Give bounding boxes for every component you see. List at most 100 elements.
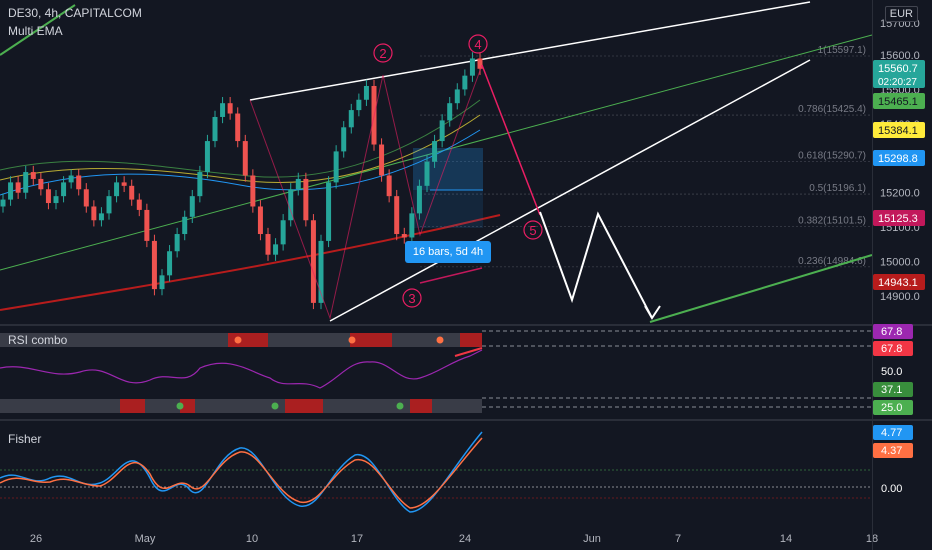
candle-body [348,110,354,128]
candle-body [45,189,51,204]
fisher-tag [873,443,913,458]
candle-body [454,89,460,104]
candle-body [477,58,483,69]
candle-body [159,275,165,290]
time-tick-label: 17 [351,533,363,545]
candle-body [242,141,248,176]
rsi-zone [350,333,392,347]
rsi-tag-label: 25.0 [881,402,902,414]
candle-body [220,103,226,117]
candle-body [386,175,392,197]
time-tick-label: Jun [583,533,601,545]
indicator-label[interactable]: Multi EMA [8,24,63,38]
rsi-signal-dot [271,402,279,410]
price-tick-label: 15600.0 [880,50,920,62]
chart-title: DE30, 4h, CAPITALCOM [8,6,142,20]
price-tag-label: 14943.1 [878,277,918,289]
candle-body [144,209,150,241]
rsi-signal-dot [436,336,444,344]
candle-body [76,175,82,190]
price-tick-label: 15200.0 [880,188,920,200]
candle-body [106,196,112,214]
price-tick-label: 15000.0 [880,257,920,269]
ema-line [419,267,483,284]
candle-body [303,178,309,221]
candle-body [379,144,385,176]
candle-body [280,220,286,245]
rsi-tag-label: 67.8 [881,343,902,355]
fisher-tag-label: 0.00 [881,483,902,495]
candle-body [288,189,294,221]
candle-body [204,141,210,173]
candle-body [356,99,362,111]
elliott-wave-circle [373,43,393,63]
candle-body [310,220,316,303]
time-tick-label: 26 [30,533,42,545]
candle-body [174,234,180,252]
candle-body [91,206,97,221]
rsi-tag [873,382,913,397]
candle-body [424,161,430,186]
candle-body [333,151,339,183]
rsi-signal-dot [396,402,404,410]
time-tick-label: May [135,533,156,545]
time-tick-label: 7 [675,533,681,545]
fisher-tag-label: 4.77 [881,427,902,439]
elliott-wave-line [481,64,541,216]
candle-body [136,199,142,210]
candle-body [439,120,445,142]
rsi-tag-label: 50.0 [881,366,902,378]
elliott-wave-line [249,64,483,320]
rsi-tag [873,324,913,339]
fisher-line [0,437,483,509]
measure-label[interactable]: 16 bars, 5d 4h [405,241,491,263]
channel-line [649,254,873,323]
measure-box [413,148,483,190]
fib-level-label: 0.5(15196.1) [809,183,866,194]
candle-body [265,234,271,255]
rsi-tag-label: 37.1 [881,384,902,396]
candle-body [432,141,438,162]
candle-body [273,244,279,255]
candle-body [189,196,195,217]
price-tag [873,150,925,166]
candle-body [235,113,241,142]
measure-box [413,190,483,228]
candle-body [227,103,233,114]
rsi-line [454,347,483,357]
rsi-tag-label: 67.8 [881,326,902,338]
rsi-pane-title[interactable]: RSI combo [8,333,68,347]
price-tag-label: 15465.1 [878,96,918,108]
rsi-zone [410,399,432,413]
price-tag [873,274,925,290]
candle-body [114,182,120,197]
elliott-wave-circle [523,220,543,240]
time-tick-label: 14 [780,533,792,545]
rsi-signal-dot [348,336,356,344]
fib-level-label: 1(15597.1) [818,45,866,56]
channel-line [329,59,811,322]
candle-body [53,196,59,204]
candle-body [38,178,44,190]
rsi-zone [285,399,323,413]
rsi-zone [228,333,268,347]
fisher-pane-title[interactable]: Fisher [8,432,42,446]
candle-body [341,127,347,152]
candle-body [409,213,415,238]
candle-body [8,182,14,200]
elliott-wave-label: 2 [379,46,386,61]
rsi-line [0,349,483,389]
candle-body [0,199,6,207]
time-tick-label: 24 [459,533,471,545]
candle-body [469,58,475,76]
candle-body [416,185,422,214]
candle-body [61,182,67,197]
candle-body [447,103,453,121]
rsi-zone [120,399,145,413]
elliott-wave-circle [468,34,488,54]
currency-badge[interactable]: EUR [884,6,918,22]
fib-level-label: 0.382(15101.5) [798,216,866,227]
fib-level-label: 0.786(15425.4) [798,104,866,115]
elliott-wave-label: 5 [529,223,536,238]
